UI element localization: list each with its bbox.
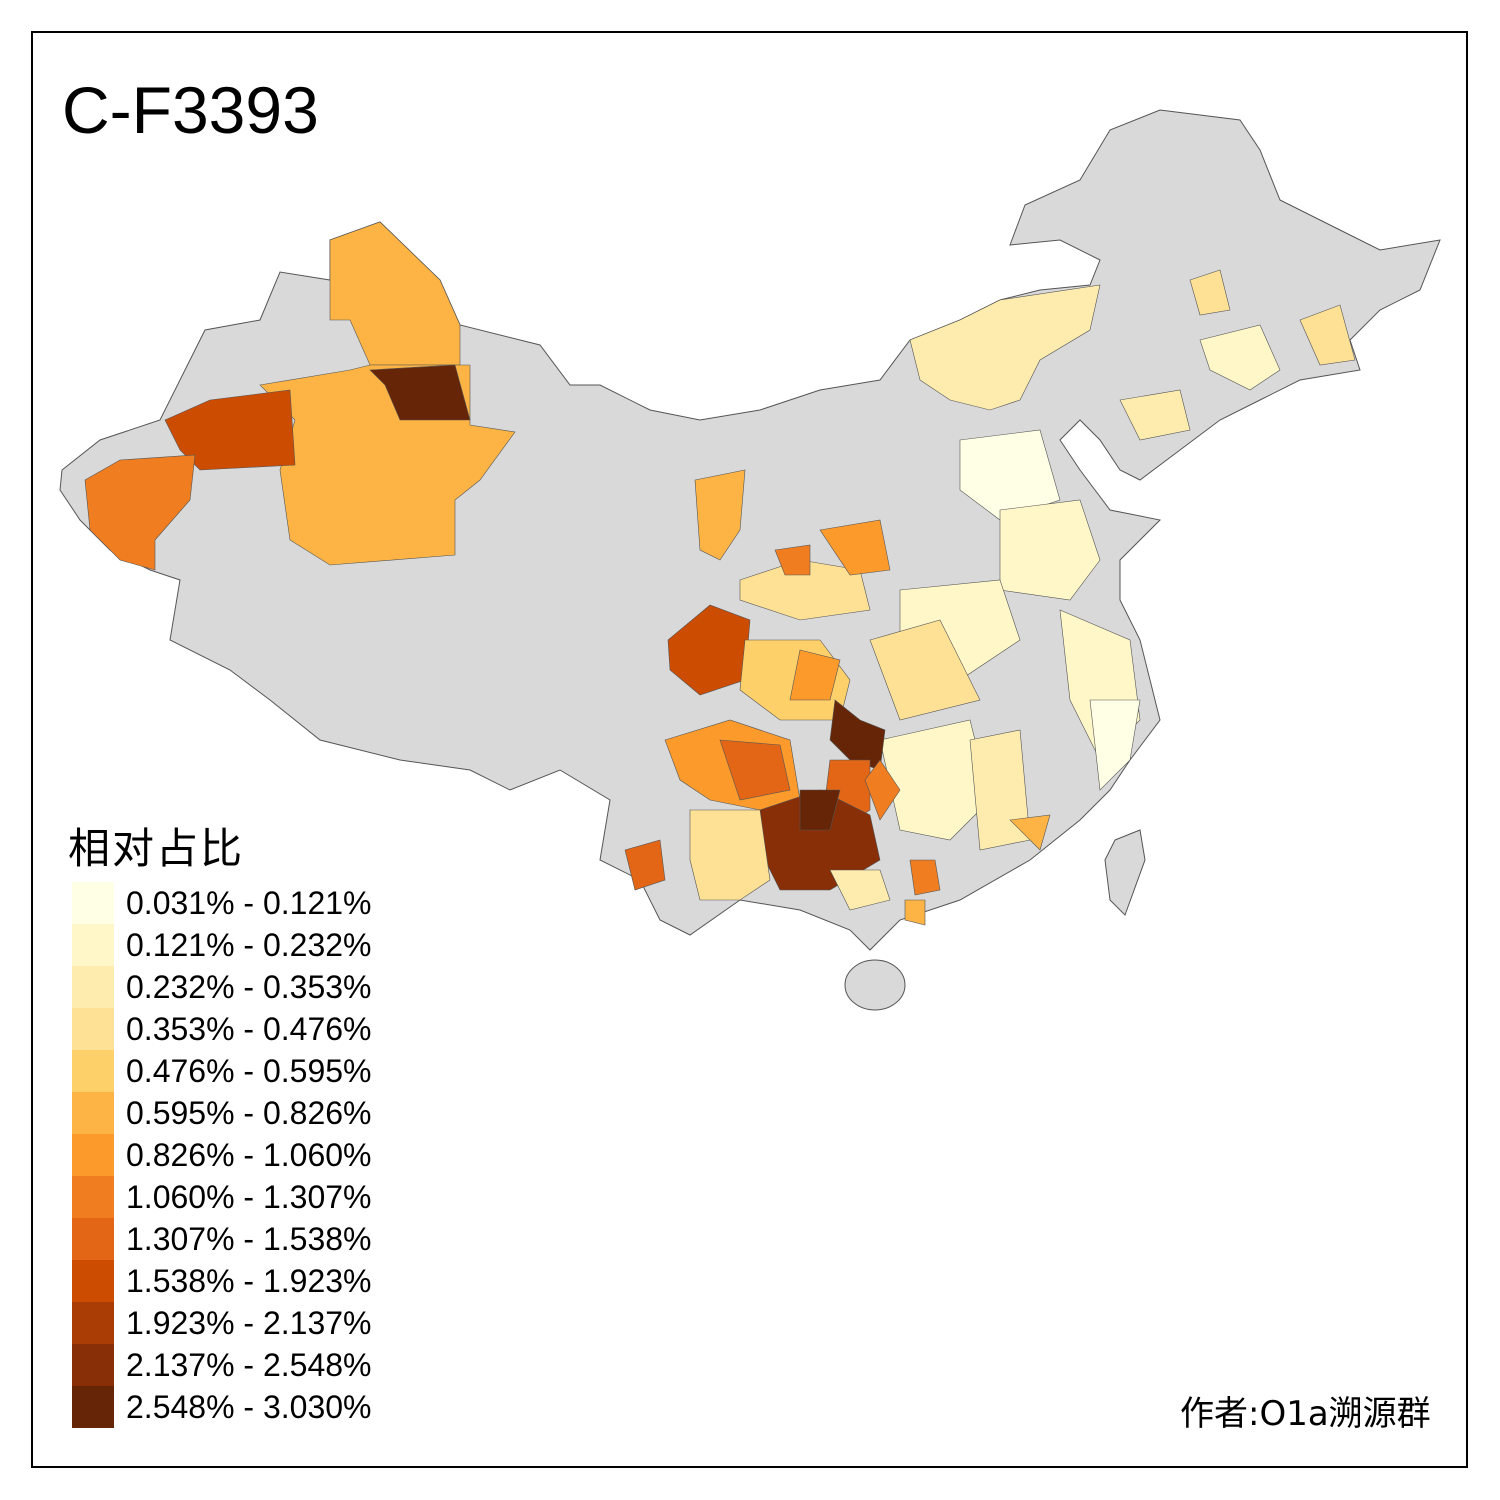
province-region — [1299, 304, 1356, 366]
province-region — [799, 789, 841, 831]
legend-label: 0.826% - 1.060% — [126, 1136, 372, 1173]
province-region — [164, 389, 296, 471]
legend-item: 0.031% - 0.121% — [72, 882, 372, 924]
legend-item: 2.548% - 3.030% — [72, 1386, 372, 1428]
legend-label: 2.137% - 2.548% — [126, 1346, 372, 1383]
province-region — [1119, 389, 1191, 441]
legend-title: 相对占比 — [68, 824, 245, 873]
figure-frame — [31, 31, 1468, 1468]
legend-label: 1.923% - 2.137% — [126, 1304, 372, 1341]
province-region — [829, 869, 891, 911]
province-region — [689, 809, 771, 901]
province-region — [869, 619, 981, 721]
legend-item: 1.307% - 1.538% — [72, 1218, 372, 1260]
legend-item: 0.353% - 0.476% — [72, 1008, 372, 1050]
province-region — [719, 739, 791, 801]
legend-swatch — [72, 1008, 114, 1050]
legend-swatch — [72, 1218, 114, 1260]
map-title: C-F3393 — [62, 73, 319, 147]
province-region — [819, 519, 891, 576]
legend-swatch — [72, 1092, 114, 1134]
legend-label: 0.595% - 0.826% — [126, 1094, 372, 1131]
province-region — [904, 899, 926, 926]
province-region — [1009, 814, 1051, 851]
province-region — [969, 729, 1031, 851]
legend-swatch — [72, 924, 114, 966]
legend-swatch — [72, 1302, 114, 1344]
legend-item: 0.232% - 0.353% — [72, 966, 372, 1008]
hainan-region — [844, 959, 906, 1011]
legend-label: 0.476% - 0.595% — [126, 1052, 372, 1089]
province-region — [84, 454, 196, 571]
province-region — [999, 499, 1101, 601]
legend-label: 1.060% - 1.307% — [126, 1178, 372, 1215]
province-region — [1189, 269, 1231, 316]
legend-swatch — [72, 966, 114, 1008]
legend-item: 1.923% - 2.137% — [72, 1302, 372, 1344]
legend-swatch — [72, 1344, 114, 1386]
legend-swatch — [72, 1386, 114, 1428]
province-region — [624, 839, 666, 891]
legend-label: 0.121% - 0.232% — [126, 926, 372, 963]
province-region — [369, 364, 471, 421]
legend-label: 0.031% - 0.121% — [126, 884, 372, 921]
legend-label: 0.353% - 0.476% — [126, 1010, 372, 1047]
province-region — [789, 649, 841, 701]
legend-label: 1.307% - 1.538% — [126, 1220, 372, 1257]
legend-swatch — [72, 1050, 114, 1092]
legend-swatch — [72, 1134, 114, 1176]
province-region — [909, 284, 1101, 411]
legend-item: 1.538% - 1.923% — [72, 1260, 372, 1302]
legend-item: 0.476% - 0.595% — [72, 1050, 372, 1092]
author-credit: 作者:O1a溯源群 — [1180, 1394, 1431, 1434]
province-region — [909, 859, 941, 896]
legend: 0.031% - 0.121% 0.121% - 0.232% 0.232% - 0… — [72, 882, 372, 1428]
legend-item: 2.137% - 2.548% — [72, 1344, 372, 1386]
legend-label: 1.538% - 1.923% — [126, 1262, 372, 1299]
province-region — [1089, 699, 1141, 791]
legend-item: 0.121% - 0.232% — [72, 924, 372, 966]
legend-item: 0.595% - 0.826% — [72, 1092, 372, 1134]
province-region — [1199, 324, 1281, 391]
province-region — [864, 759, 901, 821]
legend-item: 0.826% - 1.060% — [72, 1134, 372, 1176]
legend-label: 0.232% - 0.353% — [126, 968, 372, 1005]
legend-item: 1.060% - 1.307% — [72, 1176, 372, 1218]
province-region — [879, 719, 991, 841]
legend-swatch — [72, 882, 114, 924]
taiwan-region — [1104, 829, 1146, 916]
legend-swatch — [72, 1260, 114, 1302]
legend-swatch — [72, 1176, 114, 1218]
legend-label: 2.548% - 3.030% — [126, 1388, 372, 1425]
province-region — [774, 544, 811, 576]
province-region — [694, 469, 746, 561]
